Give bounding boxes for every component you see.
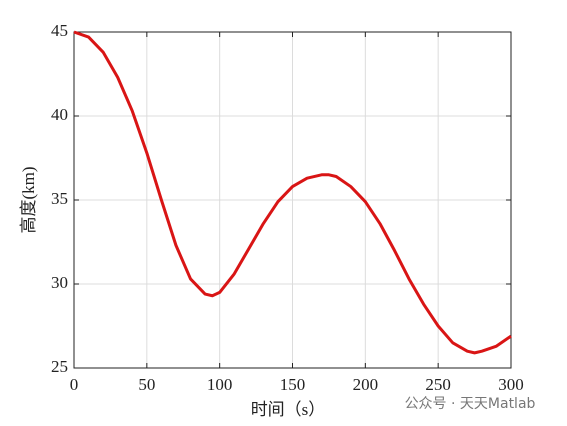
data-line: [73, 30, 512, 355]
x-tick-label: 150: [280, 375, 306, 394]
y-tick-label: 40: [51, 105, 68, 124]
axes-box: [73, 31, 512, 369]
y-tick-label: 35: [51, 189, 68, 208]
x-tick-label: 300: [498, 375, 524, 394]
y-tick-label: 45: [51, 21, 68, 40]
y-tick-label: 25: [51, 357, 68, 376]
x-tick-label: 50: [138, 375, 155, 394]
x-tick-label: 200: [353, 375, 379, 394]
x-tick-label: 100: [207, 375, 233, 394]
y-tick-label: 30: [51, 273, 68, 292]
x-tick-label: 250: [425, 375, 451, 394]
watermark: 公众号 · 天天Matlab: [405, 396, 536, 412]
x-axis-label: 时间（s）: [251, 400, 326, 419]
y-axis-label: 高度(km): [19, 166, 38, 233]
x-tick-label: 0: [70, 375, 79, 394]
